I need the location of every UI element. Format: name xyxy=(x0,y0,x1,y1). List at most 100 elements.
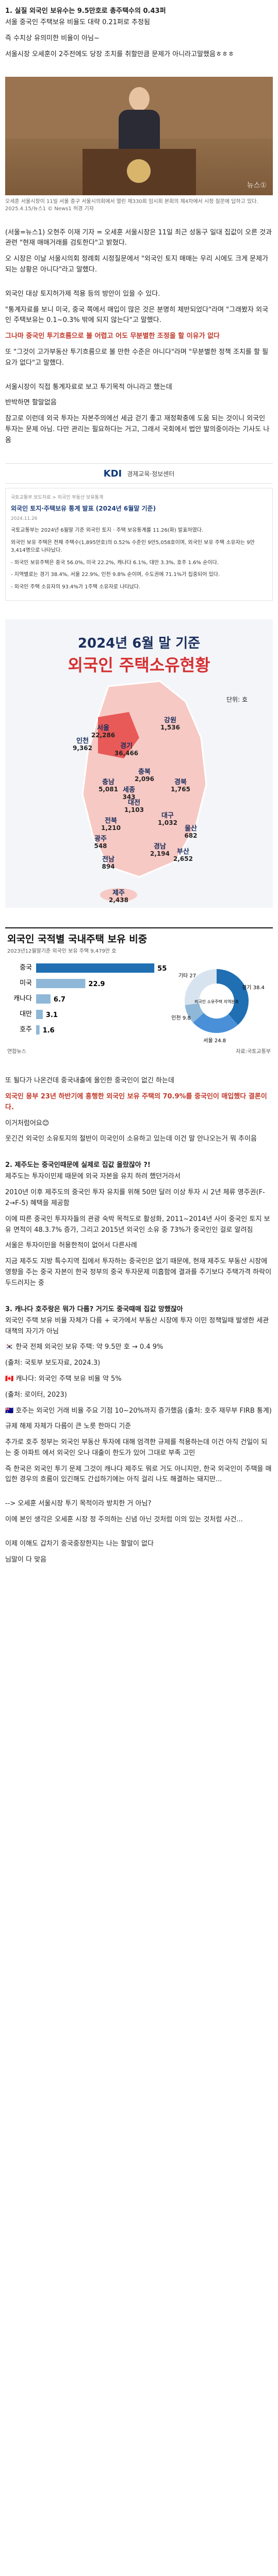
jeju-island xyxy=(100,888,137,902)
photo-speaker-head xyxy=(129,87,150,111)
map-region-name: 부산 xyxy=(177,848,189,856)
section-6-heading: 2. 제주도는 중국인때문에 실제로 집값 올랐잖아 ?! xyxy=(5,1161,151,1170)
map-region-5: 충남 5,081 xyxy=(99,778,118,793)
s7-line-6: (출처: 로이터, 2023) xyxy=(5,1391,67,1399)
map-region-name: 강원 xyxy=(164,716,176,724)
map-region-name: 경북 xyxy=(174,778,187,786)
s7-line-0: 외국인 주택 보유 비율 자체가 다름 + 국가에서 부동산 시장에 투자 이민… xyxy=(5,1316,269,1335)
map-legend: 단위: 호 xyxy=(226,696,248,703)
s8-line-0: --> 오세훈 서울시장 투기 목적이라 방치한 거 아님? xyxy=(5,1500,152,1508)
chart-source: 자료:국토교통부 xyxy=(236,1049,271,1055)
map-region-name: 충북 xyxy=(138,768,151,776)
breadcrumb[interactable]: 국토교통부 보도자료 > 외국인 부동산 보유통계 xyxy=(11,495,104,501)
map-region-12: 울산 682 xyxy=(184,824,197,839)
s6-line-2: 2010년 이후 제주도의 중국인 투자 유치를 위해 50만 달러 이상 투자… xyxy=(5,1189,265,1207)
s3-highlight: 그나마 중국인 투기흐름으로 볼 어렵고 어도 무분별한 조정을 할 이유가 없… xyxy=(5,332,220,341)
chart-publisher: 연합뉴스 xyxy=(7,1049,26,1055)
press-para-3: - 지역별로는 경기 38.4%, 서울 22.9%, 인천 9.8% 순이며,… xyxy=(11,572,220,578)
bar-category-label: 중국 xyxy=(20,964,32,972)
map-region-name: 대전 xyxy=(128,799,140,807)
pie-slice-2 xyxy=(185,1003,204,1023)
map-region-1: 인천 9,362 xyxy=(73,737,92,752)
map-region-value: 36,466 xyxy=(115,750,138,757)
map-region-value: 1,765 xyxy=(171,786,190,793)
s7-line-9: 규제 해제 자체가 다름이 큰 노릇 한마디 기준 xyxy=(5,1422,132,1431)
s5-after: 이거처럼어요😊 xyxy=(5,1119,50,1127)
map-region-15: 전남 894 xyxy=(102,855,115,870)
map-region-value: 343 xyxy=(122,793,135,801)
map-section: 2024년 6월 말 기준 외국인 주택소유현황 서울 22,286 인천 9,362… xyxy=(0,611,278,918)
s7-line-10: 추가로 호주 정부는 외국인 부동산 투자에 대해 엄격한 규제를 적용하는데 … xyxy=(5,1438,268,1457)
s9-line-0: 이제 이해도 갑차기 중국중장한지는 나는 할말이 없다 xyxy=(5,1539,154,1548)
map-region-4: 충북 2,096 xyxy=(135,768,154,783)
map-region-name: 경남 xyxy=(154,842,166,851)
s6-line-4: 이에 따른 중국인 투자자들의 관광 숙박 목적도로 활성화, 2011~201… xyxy=(5,1215,270,1234)
bar-0 xyxy=(36,963,155,973)
section-4: 서울시장이 직접 통계자료로 보고 투기목적 아니라고 했는데 반박하면 할말없… xyxy=(0,378,278,455)
map-region-value: 5,081 xyxy=(99,786,118,793)
s4-line-1: 반박하면 할말없음 xyxy=(5,399,57,407)
s6-line-8: 지금 제주도 지방 특수지역 집에서 투자하는 중국인은 없기 때문에, 현재 … xyxy=(5,1258,272,1287)
bar-3 xyxy=(36,1010,43,1020)
pie-slice-3 xyxy=(185,969,217,1006)
pie-slice-label: 인천 9.8 xyxy=(171,1015,190,1021)
s5-after2: 웃긴건 외국인 소유토지의 절반이 미국인이 소유하고 있는데 이건 말 안나오… xyxy=(5,1135,257,1143)
bar-category-label: 호주 xyxy=(20,1026,32,1033)
s7-line-2: 🇰🇷 한국 전체 외국인 보유 주택: 약 9.5만 호 → 0.4 9% xyxy=(5,1343,163,1351)
map-region-value: 894 xyxy=(102,863,115,870)
map-region-14: 부산 2,652 xyxy=(173,848,193,862)
map-region-value: 1,536 xyxy=(160,724,180,731)
map-region-value: 9,362 xyxy=(73,744,92,752)
pie-slice-1 xyxy=(193,1013,238,1033)
news-photo-section: 뉴스① 오세훈 서울시장이 11일 서울 중구 서울시의회에서 열린 제330회… xyxy=(0,70,278,224)
press-para-1: 외국인 보유 주택은 전체 주택수(1,895만호)의 0.52% 수준인 9만… xyxy=(11,539,255,554)
section-8: --> 오세훈 서울시장 투기 목적이라 방치한 거 아님? 이에 본인 생각은… xyxy=(0,1495,278,1535)
bar-value-label: 55 xyxy=(157,965,167,973)
s7-line-5: 🇨🇦 캐나다: 외국인 주택 보유 비율 약 5% xyxy=(5,1375,122,1383)
press-para-2: - 외국인 보유주택은 중국 56.0%, 미국 22.2%, 캐나다 6.1%… xyxy=(11,560,219,566)
s6-line-0: 제주도는 투자이민제 때문에 외국 자본을 유치 하려 했던거라서 xyxy=(5,1173,181,1181)
map-region-7: 대전 1,103 xyxy=(124,799,144,814)
map-region-6: 세종 343 xyxy=(122,786,135,801)
photo-watermark: 뉴스① xyxy=(247,181,267,190)
s3-line-3: 또 "그것이 고가부동산 투기흐름으로 볼 만한 수준은 아니다"라며 "무분별… xyxy=(5,348,269,367)
bar-category-label: 미국 xyxy=(20,979,32,987)
kdi-banner[interactable]: KDI 경제교육·정보센터 xyxy=(5,463,273,484)
bar-1 xyxy=(36,979,86,989)
s1-line-0: 서울 중국인 주택보유 비율도 대략 0.21퍼로 추정됨 xyxy=(5,19,150,27)
nationality-chart: 외국인 국적별 국내주택 보유 비중 2023년12월말기준 외국인 보유 주택… xyxy=(5,927,273,1063)
map-region-name: 경기 xyxy=(120,742,133,750)
s5-line-0: 또 될다가 나온건데 중국내출에 올인한 중국인이 없긴 하는데 xyxy=(5,1077,174,1085)
map-region-name: 제주 xyxy=(112,889,125,897)
section-6: 2. 제주도는 중국인때문에 실제로 집값 올랐잖아 ?! 제주도는 투자이민제… xyxy=(0,1154,278,1298)
photo-caption: 오세훈 서울시장이 11일 서울 중구 서울시의회에서 열린 제330회 임시회… xyxy=(5,198,258,212)
press-release-date: 2024.11.26 xyxy=(11,516,38,522)
section-3: 외국인 대상 토지허가제 적용 등의 방안이 있을 수 있다. "통계자료를 보… xyxy=(0,285,278,378)
map-region-name: 세종 xyxy=(123,786,135,794)
map-region-name: 충남 xyxy=(102,778,115,786)
map-region-13: 경남 2,194 xyxy=(150,842,170,857)
map-region-value: 1,210 xyxy=(101,824,121,832)
photo-speaker xyxy=(113,87,165,154)
news-photo: 뉴스① xyxy=(5,76,273,195)
section-7: 3. 캐나다 호주랑은 뭐가 다름? 거기도 중국때매 집값 망했잖아 외국인 … xyxy=(0,1298,278,1495)
section-7-heading: 3. 캐나다 호주랑은 뭐가 다름? 거기도 중국때매 집값 망했잖아 xyxy=(5,1305,183,1313)
bar-value-label: 3.1 xyxy=(46,1011,58,1019)
pie-slice-label: 경기 38.4 xyxy=(242,984,265,991)
pie-title: 외국인 소유주택 지역분포 xyxy=(194,999,239,1004)
s8-line-2: 이에 본인 생각은 오세훈 시장 정 주의하는 신념 아닌 것처럼 이의 있는 … xyxy=(5,1516,243,1524)
s5-highlight: 외국인 용부 23년 하반기에 흥행한 외국인 보유 주택의 70.9%를 중국… xyxy=(5,1093,267,1111)
map-region-value: 2,096 xyxy=(135,775,154,783)
map-title-line2: 외국인 주택소유현황 xyxy=(68,655,210,675)
map-region-0: 서울 22,286 xyxy=(91,724,115,739)
map-region-9: 대구 1,032 xyxy=(158,812,177,826)
s7-line-3: (출처: 국토부 보도자료, 2024.3) xyxy=(5,1359,101,1367)
kdi-logo: KDI xyxy=(103,468,122,479)
s3-line-2: "통계자료를 보니 미국, 중국 쪽에서 매입이 많은 것은 분명히 체반되었다… xyxy=(5,306,269,325)
press-para-0: 국토교통부는 2024년 6월말 기준 외국인 토지 · 주택 보유통계를 11… xyxy=(11,528,204,534)
chart-footer: 연합뉴스 자료:국토교통부 xyxy=(5,1047,273,1055)
bar-4 xyxy=(36,1025,40,1035)
map-region-value: 2,652 xyxy=(173,855,193,862)
map-region-name: 대구 xyxy=(161,812,174,820)
map-region-2: 경기 36,466 xyxy=(115,742,138,757)
